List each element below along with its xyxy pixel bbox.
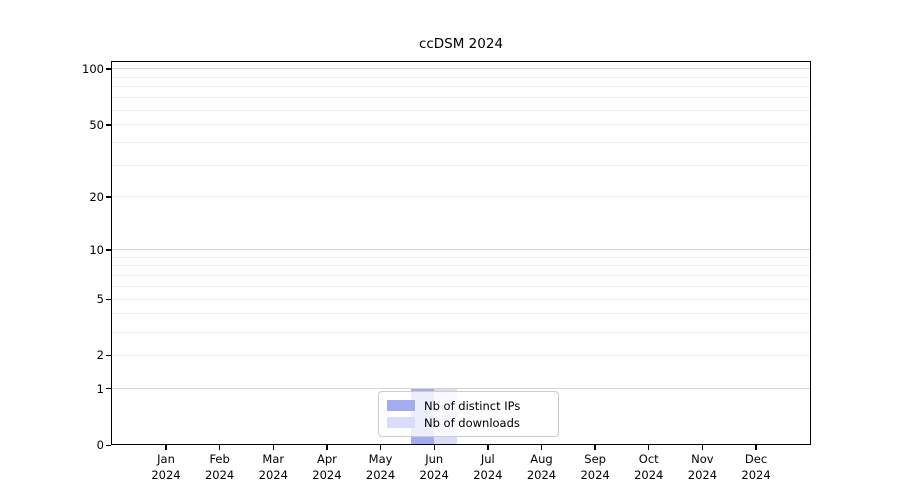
legend: Nb of distinct IPs Nb of downloads	[378, 391, 559, 437]
y-tick-5	[106, 298, 111, 300]
plot-area	[111, 61, 811, 445]
x-tick-label-aug: Aug 2024	[526, 452, 557, 482]
y-tick-50	[106, 124, 111, 126]
x-tick-oct	[648, 445, 650, 450]
x-tick-dec	[755, 445, 757, 450]
legend-swatch-distinct-ips-icon	[387, 400, 415, 411]
legend-item-distinct-ips: Nb of distinct IPs	[387, 399, 558, 413]
x-tick-mar	[272, 445, 274, 450]
gridline-y-80	[111, 86, 811, 88]
y-tick-20	[106, 196, 111, 198]
gridline-y-4	[111, 313, 811, 315]
gridline-y-100	[111, 68, 811, 70]
x-tick-sep	[594, 445, 596, 450]
x-tick-label-mar: Mar 2024	[258, 452, 288, 482]
gridline-y-30	[111, 164, 811, 166]
y-tick-label-2: 2	[96, 348, 104, 363]
gridline-y-8	[111, 265, 811, 267]
gridline-y-6	[111, 285, 811, 287]
gridline-y-90	[111, 76, 811, 78]
x-tick-label-nov: Nov 2024	[687, 452, 718, 482]
x-tick-label-jan: Jan 2024	[151, 452, 181, 482]
x-tick-nov	[701, 445, 704, 450]
y-tick-label-20: 20	[89, 189, 104, 204]
gridline-y-7	[111, 275, 811, 277]
x-tick-aug	[540, 445, 543, 450]
gridline-y-50	[111, 124, 811, 126]
y-tick-2	[106, 354, 111, 357]
x-tick-jul	[487, 445, 489, 450]
x-tick-label-apr: Apr 2024	[312, 452, 342, 482]
gridline-y-20	[111, 196, 811, 198]
y-tick-label-50: 50	[89, 117, 104, 132]
legend-label-distinct-ips: Nb of distinct IPs	[424, 398, 521, 413]
x-tick-label-feb: Feb 2024	[204, 452, 235, 482]
y-tick-label-1: 1	[96, 381, 104, 396]
y-tick-label-100: 100	[82, 61, 104, 76]
y-tick-label-5: 5	[96, 292, 104, 307]
gridline-y-9	[111, 256, 811, 258]
gridline-y-3	[111, 331, 811, 333]
gridline-y-70	[111, 97, 811, 99]
gridline-y-1	[111, 388, 811, 390]
y-tick-1	[106, 388, 111, 390]
legend-label-downloads: Nb of downloads	[424, 415, 520, 430]
gridline-y-60	[111, 109, 811, 111]
x-tick-jan	[165, 445, 167, 450]
chart-title: ccDSM 2024	[418, 36, 504, 52]
y-tick-0	[106, 444, 111, 446]
x-tick-feb	[218, 445, 221, 450]
gridline-y-5	[111, 298, 811, 300]
x-tick-apr	[326, 445, 328, 450]
legend-swatch-downloads-icon	[387, 417, 415, 428]
gridline-y-40	[111, 141, 811, 143]
y-tick-100	[106, 68, 111, 70]
legend-item-downloads: Nb of downloads	[387, 416, 558, 430]
x-tick-label-jun: Jun 2024	[419, 452, 449, 482]
y-tick-label-0: 0	[96, 438, 104, 452]
x-tick-label-dec: Dec 2024	[741, 452, 771, 482]
x-tick-label-may: May 2024	[365, 452, 396, 482]
y-tick-label-10: 10	[89, 242, 104, 257]
x-tick-may	[379, 445, 382, 450]
x-tick-label-jul: Jul 2024	[473, 452, 503, 482]
x-tick-label-oct: Oct 2024	[634, 452, 664, 482]
gridline-y-2	[111, 354, 811, 356]
y-tick-10	[106, 249, 111, 251]
x-tick-label-sep: Sep 2024	[580, 452, 610, 482]
x-tick-jun	[433, 445, 435, 450]
gridline-y-10	[111, 249, 811, 251]
